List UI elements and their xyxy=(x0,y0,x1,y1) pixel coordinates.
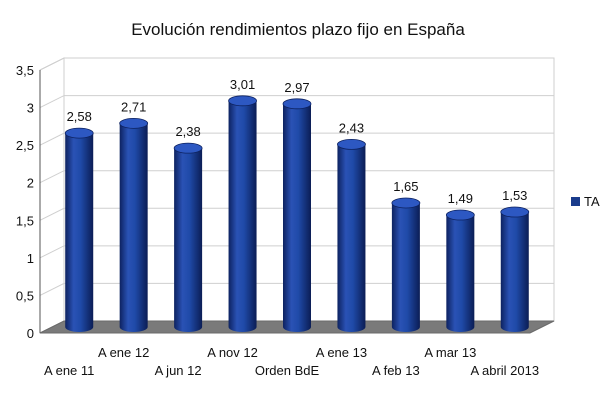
y-tick-label: 0,5 xyxy=(16,288,34,303)
gridline xyxy=(39,207,554,221)
x-tick-label: A nov 12 xyxy=(207,345,258,360)
gridline xyxy=(39,282,554,296)
bar-body xyxy=(283,103,311,332)
gridline xyxy=(39,245,554,259)
bar xyxy=(64,127,94,332)
data-label: 2,58 xyxy=(67,109,92,124)
x-tick-label: A ene 13 xyxy=(316,345,367,360)
data-label: 2,38 xyxy=(175,124,200,139)
x-tick-label: A ene 11 xyxy=(44,363,94,378)
legend-label-ta: TA xyxy=(584,194,600,209)
bar-top xyxy=(228,95,257,107)
bar xyxy=(119,117,149,332)
bar xyxy=(500,206,530,332)
bar xyxy=(282,98,312,332)
data-label: 1,53 xyxy=(502,188,527,203)
data-label: 2,71 xyxy=(121,99,146,114)
data-label: 1,49 xyxy=(448,191,473,206)
y-tick-label: 2,5 xyxy=(16,138,34,153)
bar-top xyxy=(282,98,312,110)
y-tick-label: 0 xyxy=(27,326,34,341)
side-wall xyxy=(39,57,65,334)
data-label: 3,01 xyxy=(230,77,255,92)
x-tick-label: A ene 12 xyxy=(98,345,149,360)
x-tick-label: A feb 13 xyxy=(372,363,420,378)
bar-body xyxy=(119,123,148,332)
y-tick-label: 3,5 xyxy=(16,63,34,78)
bar-body xyxy=(391,203,420,332)
bar-body xyxy=(500,212,529,332)
data-label: 1,65 xyxy=(393,179,418,194)
x-tick-label: Orden BdE xyxy=(255,363,320,378)
bar xyxy=(228,95,257,332)
x-tick-label: A mar 13 xyxy=(424,345,476,360)
chart-title: Evolución rendimientos plazo fijo en Esp… xyxy=(131,20,465,39)
bar-top xyxy=(119,117,149,129)
gridline xyxy=(39,57,554,71)
bar-body xyxy=(174,148,203,332)
gridline xyxy=(39,95,554,109)
data-label: 2,97 xyxy=(284,80,309,95)
bar-top xyxy=(173,142,203,154)
gridline xyxy=(39,132,554,146)
x-tick-label: A abril 2013 xyxy=(470,363,539,378)
bar-top xyxy=(445,209,475,221)
y-tick-label: 3 xyxy=(27,101,34,116)
bar-body xyxy=(446,215,475,332)
bar-body xyxy=(65,133,94,332)
data-label: 2,43 xyxy=(339,120,364,135)
y-tick-label: 1 xyxy=(27,251,34,266)
bar-body xyxy=(228,100,257,332)
bar-top xyxy=(500,206,530,218)
y-tick-label: 1,5 xyxy=(16,213,34,228)
bar xyxy=(445,209,475,332)
x-tick-label: A jun 12 xyxy=(155,363,202,378)
bar xyxy=(391,197,421,332)
bar xyxy=(173,142,203,332)
bar xyxy=(337,139,366,332)
legend-swatch-ta xyxy=(571,197,580,206)
bar-top xyxy=(64,127,94,139)
bar-top xyxy=(337,139,366,150)
bar-body xyxy=(337,144,366,332)
gridline xyxy=(39,170,554,184)
y-tick-label: 2 xyxy=(27,176,34,191)
bar-top xyxy=(391,197,421,209)
